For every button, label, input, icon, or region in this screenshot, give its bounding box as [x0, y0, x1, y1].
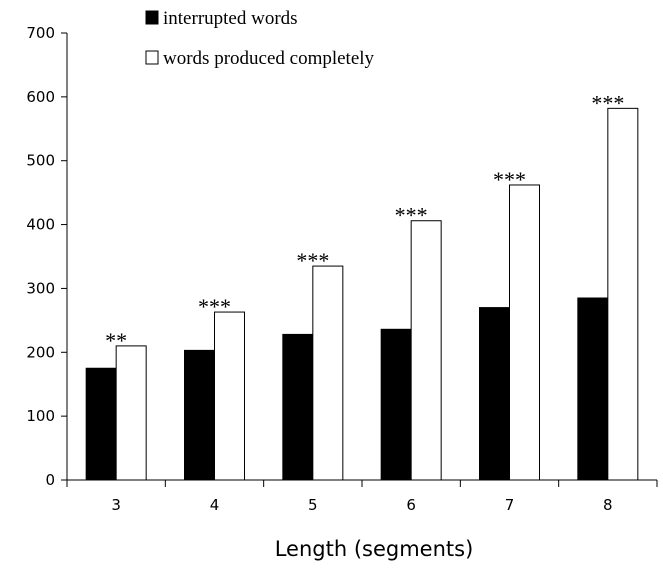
significance-label: **	[105, 328, 127, 353]
significance-labels: *****************	[105, 90, 624, 353]
bar-complete-3	[115, 345, 147, 481]
x-axis-label: Length (segments)	[275, 537, 474, 561]
y-tick-label: 300	[26, 279, 55, 297]
legend-label-words-produced-completely: words produced completely	[163, 48, 375, 69]
bar-interrupted-3	[85, 367, 117, 481]
x-tick-label: 4	[210, 496, 220, 514]
x-tick-label: 8	[603, 496, 613, 514]
x-axis: 3 4 5 6 7 8	[66, 479, 658, 514]
bar-complete-8	[607, 107, 639, 481]
significance-label: ***	[493, 167, 526, 192]
legend-label-interrupted-words: interrupted words	[163, 8, 298, 29]
significance-label: ***	[395, 203, 428, 228]
bar-complete-6	[410, 220, 442, 481]
bar-interrupted-6	[380, 328, 412, 481]
significance-label: ***	[198, 294, 231, 319]
legend-swatch-words-produced-completely	[145, 50, 159, 65]
y-tick-label: 0	[45, 471, 55, 489]
y-tick-label: 600	[26, 88, 55, 106]
significance-label: ***	[591, 90, 624, 115]
bar-complete-5	[312, 265, 344, 481]
y-tick-label: 700	[26, 24, 55, 42]
x-tick-label: 3	[111, 496, 121, 514]
x-tick-label: 6	[406, 496, 416, 514]
y-axis: 0 100 200 300 400 500 600 700	[26, 24, 68, 489]
legend-swatch-interrupted-words	[145, 10, 159, 25]
bar-interrupted-8	[577, 297, 609, 481]
x-tick-label: 5	[308, 496, 318, 514]
y-tick-label: 500	[26, 152, 55, 170]
y-tick-label: 200	[26, 343, 55, 361]
significance-label: ***	[296, 248, 329, 273]
bar-interrupted-4	[184, 349, 215, 481]
y-tick-label: 400	[26, 216, 55, 234]
bar-complete-7	[509, 184, 540, 481]
bar-interrupted-5	[282, 333, 314, 481]
x-tick-label: 7	[505, 496, 515, 514]
bar-complete-4	[214, 311, 245, 481]
bar-interrupted-7	[479, 307, 510, 481]
y-tick-label: 100	[26, 407, 55, 425]
bars	[85, 107, 639, 481]
legend: interrupted words words produced complet…	[145, 8, 375, 69]
